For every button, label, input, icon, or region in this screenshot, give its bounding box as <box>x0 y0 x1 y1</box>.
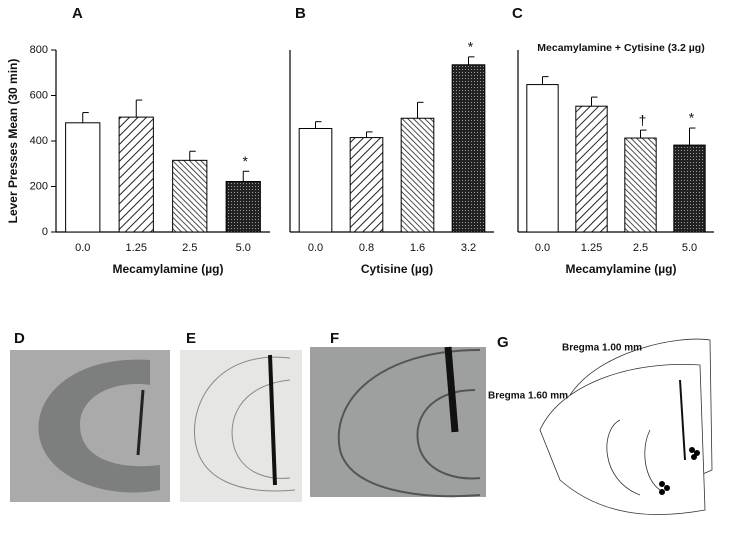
panel-label: F <box>330 330 339 347</box>
bar <box>298 127 333 233</box>
x-tick-label: 1.25 <box>581 242 602 254</box>
x-tick-label: 5.0 <box>682 242 697 254</box>
panel-label: G <box>497 334 509 351</box>
bar <box>349 137 384 233</box>
bar <box>172 159 208 233</box>
bar <box>225 180 261 233</box>
panel-label: D <box>14 330 25 347</box>
x-tick-label: 2.5 <box>182 242 197 254</box>
bar <box>575 105 608 233</box>
panel-title: C <box>512 5 523 22</box>
x-axis-label: Mecamylamine (µg) <box>566 262 677 276</box>
bar <box>673 144 706 233</box>
y-tick-label: 0 <box>42 226 48 238</box>
x-axis-label: Mecamylamine (µg) <box>113 262 224 276</box>
x-tick-label: 0.0 <box>535 242 550 254</box>
histology-images <box>10 338 713 515</box>
bar <box>451 64 486 233</box>
y-tick-label: 400 <box>30 135 48 147</box>
panel-title: B <box>295 5 306 22</box>
bar <box>526 84 559 233</box>
bar <box>400 117 435 233</box>
x-tick-label: 2.5 <box>633 242 648 254</box>
x-tick-label: 5.0 <box>236 242 251 254</box>
y-axis-label: Lever Presses Mean (30 min) <box>6 59 20 224</box>
panel-title: A <box>72 5 83 22</box>
x-axis-label: Cytisine (µg) <box>361 262 433 276</box>
y-tick-label: 800 <box>30 44 48 56</box>
significance-marker: * <box>689 110 695 126</box>
x-tick-label: 0.0 <box>75 242 90 254</box>
x-tick-label: 1.6 <box>410 242 425 254</box>
x-tick-label: 1.25 <box>126 242 147 254</box>
significance-marker: * <box>468 39 474 55</box>
bar <box>65 122 101 233</box>
bar <box>624 137 657 233</box>
y-tick-label: 600 <box>30 89 48 101</box>
bregma-label: Bregma 1.60 mm <box>488 391 568 402</box>
x-tick-label: 0.0 <box>308 242 323 254</box>
significance-marker: * <box>243 153 249 169</box>
panel-label: E <box>186 330 196 347</box>
y-tick-label: 200 <box>30 180 48 192</box>
subtitle: Mecamylamine + Cytisine (3.2 µg) <box>537 42 704 54</box>
bar <box>118 116 154 233</box>
x-tick-label: 3.2 <box>461 242 476 254</box>
significance-marker: † <box>639 112 647 128</box>
x-tick-label: 0.8 <box>359 242 374 254</box>
bregma-label: Bregma 1.00 mm <box>562 343 642 354</box>
